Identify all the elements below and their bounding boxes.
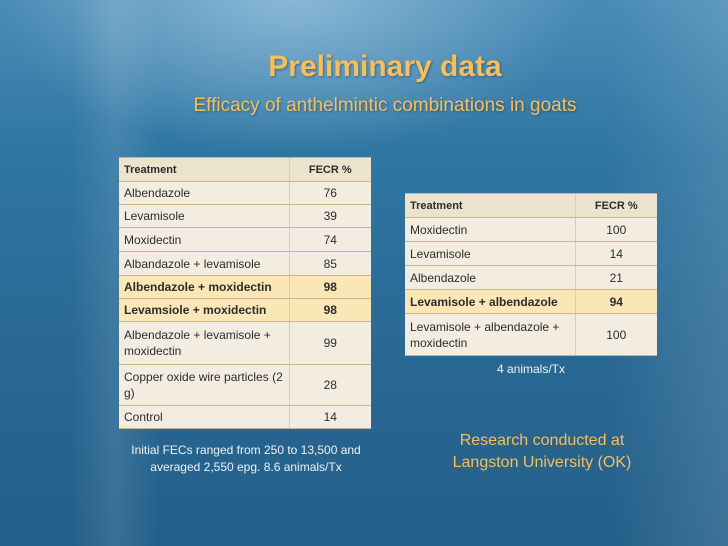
fecr-cell: 100: [574, 217, 657, 242]
fecr-table-left: Treatment FECR % Albendazole 76 Levamiso…: [119, 157, 371, 429]
slide-subtitle: Efficacy of anthelmintic combinations in…: [193, 95, 577, 116]
treatment-cell: Albendazole + levamisole + moxidectin: [119, 321, 289, 365]
fecr-cell: 28: [288, 364, 371, 406]
fecr-cell: 14: [574, 241, 657, 266]
treatment-cell: Levamsiole + moxidectin: [119, 298, 289, 322]
table-header-row: Treatment FECR %: [119, 157, 371, 182]
table-header-row: Treatment FECR %: [405, 193, 657, 218]
fecr-cell: 21: [574, 265, 657, 290]
fecr-cell: 99: [288, 321, 371, 365]
fecr-cell: 98: [288, 298, 371, 322]
treatment-cell: Levamisole + albendazole: [405, 289, 575, 314]
treatment-cell: Levamisole: [405, 241, 575, 266]
table-row: Levamisole 14: [405, 241, 657, 266]
treatment-cell: Albendazole: [119, 181, 289, 205]
table-row: Levamisole + albendazole + moxidectin 10…: [405, 313, 657, 356]
table-row-highlighted: Levamisole + albendazole 94: [405, 289, 657, 314]
header-fecr: FECR %: [288, 157, 371, 182]
table-row: Control 14: [119, 405, 371, 429]
table-row: Moxidectin 74: [119, 227, 371, 252]
table-row: Albendazole + levamisole + moxidectin 99: [119, 321, 371, 365]
treatment-cell: Copper oxide wire particles (2 g): [119, 364, 289, 406]
table-row-highlighted: Albendazole + moxidectin 98: [119, 275, 371, 299]
fecr-table-right: Treatment FECR % Moxidectin 100 Levamiso…: [405, 193, 657, 356]
left-table-note: Initial FECs ranged from 250 to 13,500 a…: [131, 443, 361, 474]
treatment-cell: Albendazole + moxidectin: [119, 275, 289, 299]
treatment-cell: Albendazole: [405, 265, 575, 290]
fecr-cell: 74: [288, 227, 371, 252]
fecr-cell: 94: [574, 289, 657, 314]
fecr-cell: 76: [288, 181, 371, 205]
treatment-cell: Albandazole + levamisole: [119, 251, 289, 276]
treatment-cell: Moxidectin: [119, 227, 289, 252]
right-table-note: 4 animals/Tx: [496, 362, 566, 376]
fecr-cell: 98: [288, 275, 371, 299]
treatment-cell: Control: [119, 405, 289, 429]
table-row: Albandazole + levamisole 85: [119, 251, 371, 276]
fecr-cell: 39: [288, 204, 371, 228]
slide-title: Preliminary data: [268, 50, 502, 83]
table-row: Albendazole 76: [119, 181, 371, 205]
treatment-cell: Levamisole + albendazole + moxidectin: [405, 313, 575, 356]
table-row: Levamisole 39: [119, 204, 371, 228]
fecr-cell: 14: [288, 405, 371, 429]
header-treatment: Treatment: [405, 193, 575, 218]
research-note: Research conducted at Langston Universit…: [452, 432, 632, 471]
header-fecr: FECR %: [574, 193, 657, 218]
table-row: Copper oxide wire particles (2 g) 28: [119, 364, 371, 406]
header-treatment: Treatment: [119, 157, 289, 182]
table-row: Moxidectin 100: [405, 217, 657, 242]
treatment-cell: Moxidectin: [405, 217, 575, 242]
fecr-cell: 100: [574, 313, 657, 356]
fecr-cell: 85: [288, 251, 371, 276]
table-row-highlighted: Levamsiole + moxidectin 98: [119, 298, 371, 322]
table-row: Albendazole 21: [405, 265, 657, 290]
treatment-cell: Levamisole: [119, 204, 289, 228]
